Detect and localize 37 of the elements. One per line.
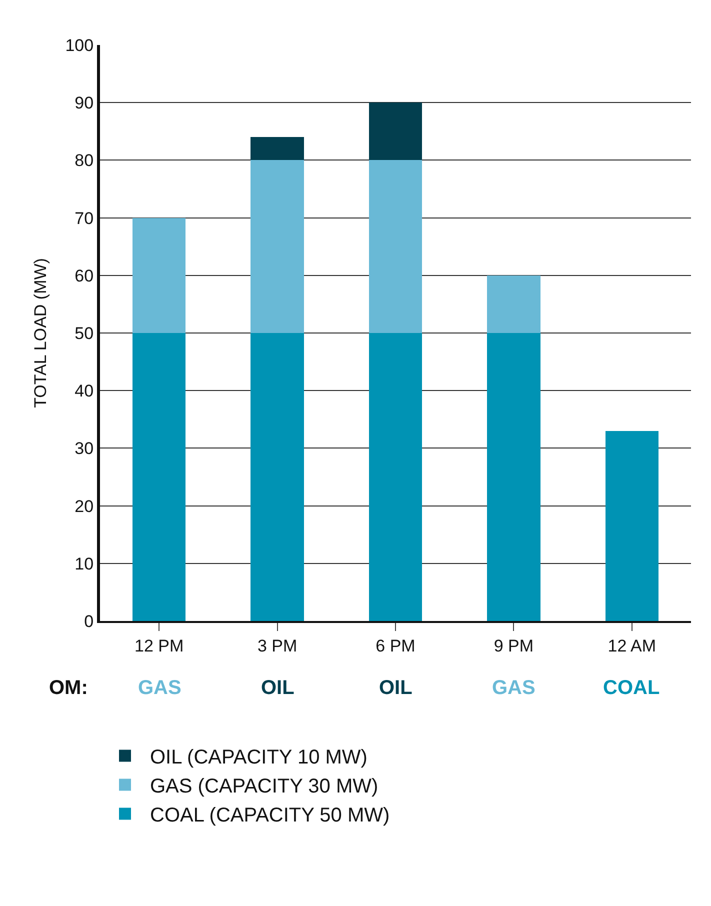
bar [605, 430, 658, 621]
text: COAL [603, 677, 660, 699]
y-tick-label: 80 [74, 151, 94, 170]
legend-label: GAS (CAPACITY 30 MW) [150, 776, 378, 798]
y-tick-label: 0 [84, 612, 94, 631]
text: OIL [379, 677, 412, 699]
bar [250, 137, 304, 160]
bar [368, 160, 422, 333]
y-tick-label: 70 [74, 208, 94, 228]
bar [368, 333, 422, 621]
bar [132, 333, 186, 621]
text: GAS [492, 677, 536, 699]
x-tick-label: 12 PM [134, 636, 184, 656]
y-tick-label: 50 [74, 324, 94, 343]
y-tick-label: 10 [74, 554, 94, 574]
bar [487, 333, 540, 621]
y-tick-label: 60 [74, 266, 94, 286]
y-tick-label: 100 [65, 36, 94, 55]
bar [250, 333, 304, 621]
x-tick-label: 12 AM [608, 636, 656, 656]
y-tick-label: 40 [74, 382, 94, 401]
text: OIL [261, 677, 294, 699]
text: OM: [49, 677, 88, 699]
x-tick-label: 6 PM [376, 636, 416, 656]
y-tick-label: 30 [74, 439, 94, 458]
bar [250, 160, 304, 333]
x-tick-label: 9 PM [494, 636, 534, 656]
legend-label: COAL (CAPACITY 50 MW) [150, 804, 390, 826]
legend-label: OIL (CAPACITY 10 MW) [150, 746, 368, 768]
bar [487, 275, 540, 333]
y-tick-label: 90 [74, 94, 94, 113]
y-axis-title: TOTAL LOAD (MW) [30, 258, 50, 408]
x-tick-label: 3 PM [257, 636, 298, 656]
bar [132, 218, 186, 333]
bar [368, 102, 422, 160]
y-tick-label: 20 [74, 496, 94, 516]
text: GAS [138, 677, 182, 699]
